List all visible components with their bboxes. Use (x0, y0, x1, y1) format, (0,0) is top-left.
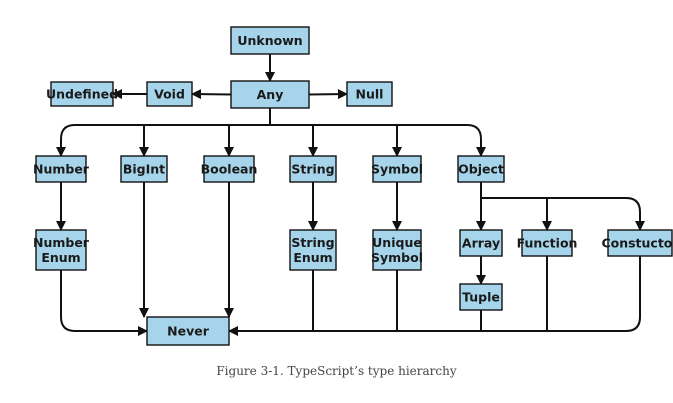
node-array: Array (459, 229, 503, 257)
node-label: BigInt (123, 162, 165, 177)
node-label: Never (167, 324, 210, 339)
node-constructor: Constuctor (601, 229, 673, 257)
edge-any-to-boolean (224, 124, 270, 157)
node-label: Undefined (46, 87, 118, 102)
node-label: Tuple (462, 290, 500, 305)
edge-any-to-bigint (139, 124, 270, 157)
node-box (459, 229, 503, 257)
node-box (289, 229, 337, 271)
node-box (203, 155, 255, 183)
node-label: Enum (41, 250, 80, 265)
node-unknown: Unknown (230, 26, 310, 55)
node-label: Function (517, 236, 578, 251)
node-tuple: Tuple (459, 283, 503, 311)
node-null: Null (346, 81, 393, 107)
node-label: String (291, 235, 334, 250)
edge-any-to-string (270, 124, 318, 157)
edge-number-enum-to-never (60, 270, 148, 336)
node-label: Boolean (201, 162, 258, 177)
node-number: Number (33, 155, 90, 183)
node-label: Array (462, 236, 500, 251)
nodes-layer: Unknown Any Void Undefined Null Number BigInt B… (33, 26, 673, 346)
node-undefined: Undefined (46, 81, 118, 107)
node-box (50, 81, 114, 107)
node-label: Symbol (371, 250, 423, 265)
edge-any-to-null (308, 89, 348, 100)
node-box (459, 283, 503, 311)
edge-object-to-function (481, 197, 552, 231)
node-label: String (291, 162, 334, 177)
edge-any-to-number (56, 108, 271, 157)
node-label: Number (33, 162, 90, 177)
node-label: Void (154, 87, 185, 102)
node-box (289, 155, 337, 183)
node-object: Object (457, 155, 505, 183)
edge-any-to-void (191, 89, 232, 100)
node-string: String (289, 155, 337, 183)
node-label: Number (33, 235, 90, 250)
edges-layer (56, 54, 645, 336)
node-never: Never (146, 316, 230, 346)
node-box (146, 81, 193, 107)
node-box (230, 80, 310, 109)
node-function: Function (517, 229, 578, 257)
node-label: Any (257, 87, 284, 102)
figure-caption: Figure 3-1. TypeScript’s type hierarchy (216, 364, 457, 378)
node-label: Constuctor (601, 236, 673, 251)
node-bigint: BigInt (120, 155, 168, 183)
node-box (372, 229, 422, 271)
node-symbol: Symbol (371, 155, 423, 183)
node-void: Void (146, 81, 193, 107)
node-box (346, 81, 393, 107)
node-box (372, 155, 422, 183)
node-box (607, 229, 673, 257)
node-box (146, 316, 230, 346)
node-label: Object (458, 162, 504, 177)
node-label: Symbol (371, 162, 423, 177)
node-box (35, 229, 87, 271)
node-label: Null (356, 87, 384, 102)
node-box (457, 155, 505, 183)
node-boolean: Boolean (201, 155, 258, 183)
node-label: Unique (372, 235, 422, 250)
edge-any-to-object (269, 108, 486, 157)
node-label: Enum (293, 250, 332, 265)
edge-any-to-symbol (270, 124, 402, 157)
node-label: Unknown (237, 33, 302, 48)
edge-constructor-to-never (228, 256, 641, 336)
node-box (35, 155, 87, 183)
edge-object-to-constructor (481, 197, 645, 231)
node-any: Any (230, 80, 310, 109)
node-box (521, 229, 573, 257)
node-box (120, 155, 168, 183)
node-box (230, 26, 310, 55)
